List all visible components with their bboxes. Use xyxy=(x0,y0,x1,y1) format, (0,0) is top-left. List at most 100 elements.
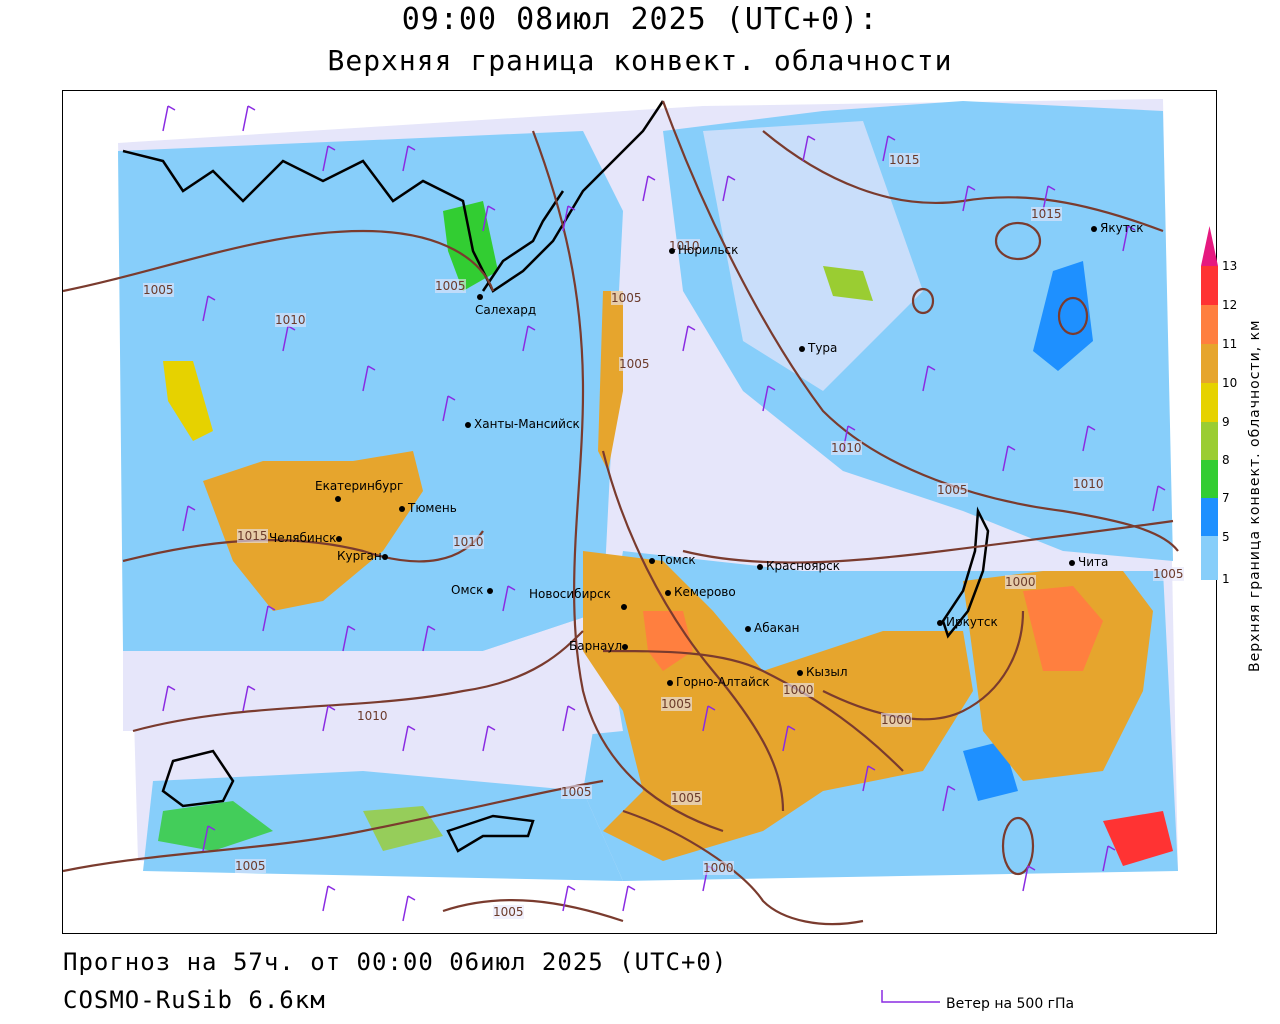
isobar-label: 1005 xyxy=(435,279,466,293)
wind-key-label: Ветер на 500 гПа xyxy=(946,996,1075,1012)
city-dot-icon xyxy=(399,505,405,512)
balkhash-lake xyxy=(446,814,535,853)
isobar-label: 1005 xyxy=(143,283,174,297)
city-dot-icon xyxy=(745,625,751,632)
convective-core-southeast xyxy=(1103,811,1173,866)
city-name: Ханты-Мансийск xyxy=(474,417,580,431)
isobar-closed xyxy=(911,221,1089,876)
clear-strip-north xyxy=(703,121,923,391)
city-label: Салехард xyxy=(475,303,537,317)
isobar-label: 1000 xyxy=(703,861,734,875)
city-dot-icon xyxy=(649,557,655,564)
isobar-label: 1005 xyxy=(235,859,266,873)
isobar-label: 1000 xyxy=(783,683,814,697)
isobar-label: 1015 xyxy=(889,153,920,167)
legend-arrow-top xyxy=(1201,226,1218,266)
city-label: Абакан xyxy=(745,621,799,635)
legend-seg-12-13 xyxy=(1201,266,1218,305)
legend-tick: 9 xyxy=(1222,415,1230,429)
arctic-coastline xyxy=(122,100,665,293)
city-label: Челябинск xyxy=(269,531,345,545)
convective-core-transbaikal xyxy=(1023,586,1103,671)
baikal-lake xyxy=(941,506,990,639)
city-label: Тюмень xyxy=(399,501,457,515)
city-label: Омск xyxy=(451,583,496,597)
clear-strip-south xyxy=(123,611,623,751)
green-patch-east xyxy=(823,266,873,301)
city-name: Горно-Алтайск xyxy=(676,675,770,689)
legend-tick: 12 xyxy=(1222,298,1238,312)
isobar-label: 1010 xyxy=(453,535,484,549)
isobar-label: 1005 xyxy=(671,791,702,805)
convective-strip-ob xyxy=(598,291,623,471)
city-label: Кызыл xyxy=(797,665,848,679)
city-name: Тура xyxy=(808,341,838,355)
city-name: Кызыл xyxy=(806,665,848,679)
green-patch-south2 xyxy=(363,806,443,851)
isobar-label: 1015 xyxy=(237,529,268,543)
city-dot-icon xyxy=(1069,559,1075,566)
legend-tick: 1 xyxy=(1222,572,1230,586)
city-name: Новосибирск xyxy=(529,587,611,601)
legend-tick: 5 xyxy=(1222,530,1230,544)
city-dot-icon xyxy=(477,293,483,300)
city-label: Екатеринбург xyxy=(315,479,403,493)
legend-tick: 10 xyxy=(1222,376,1238,390)
deep-blue-patch-east xyxy=(1033,261,1093,371)
wind-barbs xyxy=(162,105,1166,922)
city-label: Якутск xyxy=(1091,221,1144,235)
isobar-label: 1005 xyxy=(619,357,650,371)
isobar-label: 1005 xyxy=(493,905,524,919)
city-name: Томск xyxy=(658,553,696,567)
isobar-label: 1010 xyxy=(275,313,306,327)
wind-barb-key-icon xyxy=(881,990,940,1003)
city-dot-icon xyxy=(669,247,675,254)
city-label: Красноярск xyxy=(757,559,840,573)
isobar-label: 1005 xyxy=(661,697,692,711)
city-name: Тюмень xyxy=(408,501,457,515)
isobar-label: 1015 xyxy=(1031,207,1062,221)
convective-area-transbaikal xyxy=(963,571,1153,781)
legend-unit-label: Верхняя граница конвект. облачности, км xyxy=(1247,319,1263,672)
city-label: Чита xyxy=(1069,555,1108,569)
city-name: Челябинск xyxy=(269,531,337,545)
city-name: Красноярск xyxy=(766,559,840,573)
city-dot-icon xyxy=(465,421,471,428)
legend-colorbar-svg xyxy=(1201,226,1218,580)
city-label: Ханты-Мансийск xyxy=(465,417,580,431)
green-patch-south xyxy=(158,801,273,851)
city-dot-icon xyxy=(797,669,803,676)
legend-seg-9-10 xyxy=(1201,383,1218,422)
city-marker xyxy=(477,289,486,303)
city-label: Норильск xyxy=(669,243,738,257)
isobar-label: 1000 xyxy=(881,713,912,727)
convective-area-ural xyxy=(203,451,423,611)
map-time-title: 09:00 08июл 2025 (UTC+0): xyxy=(401,2,879,37)
city-name: Иркутск xyxy=(946,615,998,629)
city-name: Чита xyxy=(1078,555,1109,569)
city-marker xyxy=(621,599,630,613)
city-dot-icon xyxy=(667,679,673,686)
city-dot-icon xyxy=(799,345,805,352)
isobar-label: 1000 xyxy=(1005,575,1036,589)
city-dot-icon xyxy=(487,587,494,594)
isobar-label: 1010 xyxy=(831,441,862,455)
convective-area-ural-north xyxy=(163,361,213,441)
city-dot-icon xyxy=(336,535,343,542)
legend-seg-11-12 xyxy=(1201,305,1218,344)
city-name: Омск xyxy=(451,583,484,597)
isobar-label: 1010 xyxy=(669,239,700,253)
city-name: Барнаул xyxy=(569,639,623,653)
city-dot-icon xyxy=(381,553,388,560)
city-name: Якутск xyxy=(1100,221,1144,235)
legend-seg-8-9 xyxy=(1201,422,1218,460)
caspian-aral-shore xyxy=(161,749,235,808)
city-label: Иркутск xyxy=(937,615,998,629)
city-label: Кемерово xyxy=(665,585,736,599)
city-dot-icon xyxy=(937,619,943,626)
city-label: Новосибирск xyxy=(529,587,611,601)
map-title: Верхняя граница конвект. облачности xyxy=(327,44,953,77)
gulf-coastline xyxy=(481,190,565,292)
isobars xyxy=(63,100,1179,926)
city-label: Тура xyxy=(799,341,837,355)
